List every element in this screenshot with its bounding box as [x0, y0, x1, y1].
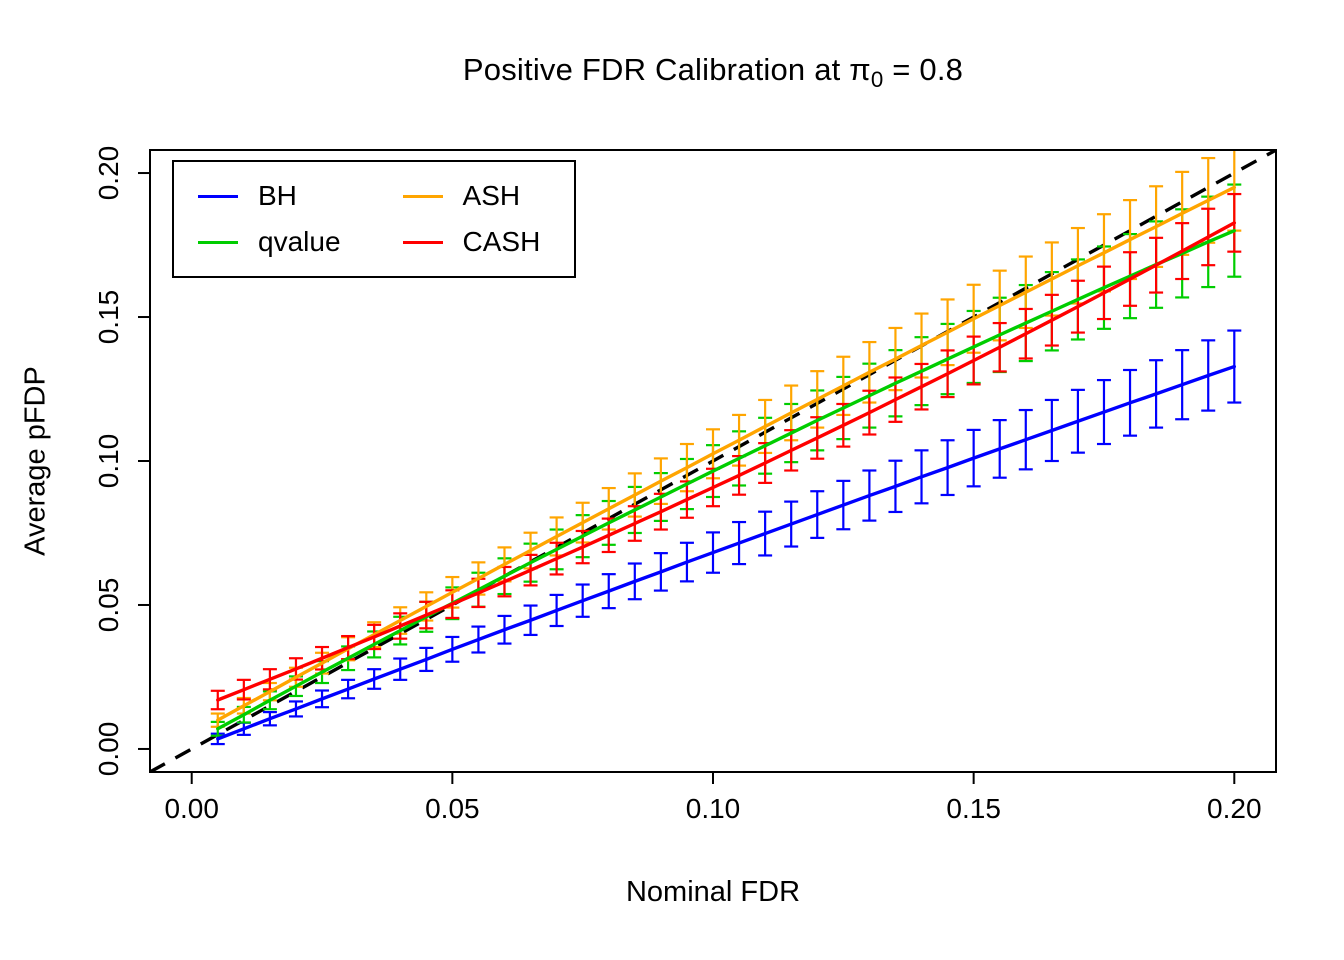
legend-line-swatch-bh: [198, 194, 238, 198]
x-tick-label: 0.20: [1207, 793, 1262, 824]
axis-ticks: [138, 172, 1236, 784]
x-tick-label: 0.05: [425, 793, 480, 824]
y-tick-label: 0.00: [93, 722, 124, 777]
chart-title-text: Positive FDR Calibration at: [462, 52, 850, 87]
y-axis-label: Average pFDP: [19, 366, 52, 556]
y-tick-label: 0.10: [93, 434, 124, 489]
x-axis-label: Nominal FDR: [625, 876, 801, 908]
chart-title-pi-sub: 0: [870, 67, 884, 93]
legend-label-qvalue: qvalue: [258, 226, 341, 257]
chart-title: Positive FDR Calibration at π0 = 0.8: [150, 52, 1276, 93]
bh-line: [216, 364, 1236, 741]
qvalue-line: [216, 228, 1236, 731]
legend-item-qvalue: qvalue: [198, 226, 341, 258]
x-tick-label: 0.10: [686, 793, 741, 824]
x-tick-label: 0.15: [946, 793, 1001, 824]
cash-line: [216, 221, 1236, 702]
legend-item-bh: BH: [198, 180, 341, 212]
plot-data-layer: [150, 150, 1276, 772]
legend-label-cash: CASH: [462, 226, 541, 257]
legend-line-swatch-ash: [402, 194, 443, 198]
legend-item-cash: CASH: [402, 226, 541, 258]
y-tick-label: 0.05: [93, 578, 124, 633]
chart-title-pi: π: [849, 52, 871, 87]
legend-line-swatch-qvalue: [198, 240, 238, 244]
legend-label-ash: ASH: [462, 180, 521, 211]
legend-item-ash: ASH: [402, 180, 541, 212]
legend-line-swatch-cash: [402, 240, 443, 244]
ash-line: [216, 185, 1236, 722]
chart-title-suffix: = 0.8: [883, 52, 964, 87]
x-tick-label: 0.00: [164, 793, 219, 824]
legend: BH qvalue ASH CASH: [172, 160, 577, 278]
y-tick-label: 0.15: [93, 290, 124, 345]
axis-tick-labels: 0.00 0.05 0.10 0.15 0.20 0.00 0.05 0.10 0.15 0.20: [93, 146, 1262, 824]
legend-label-bh: BH: [258, 180, 297, 211]
y-tick-label: 0.20: [93, 146, 124, 201]
